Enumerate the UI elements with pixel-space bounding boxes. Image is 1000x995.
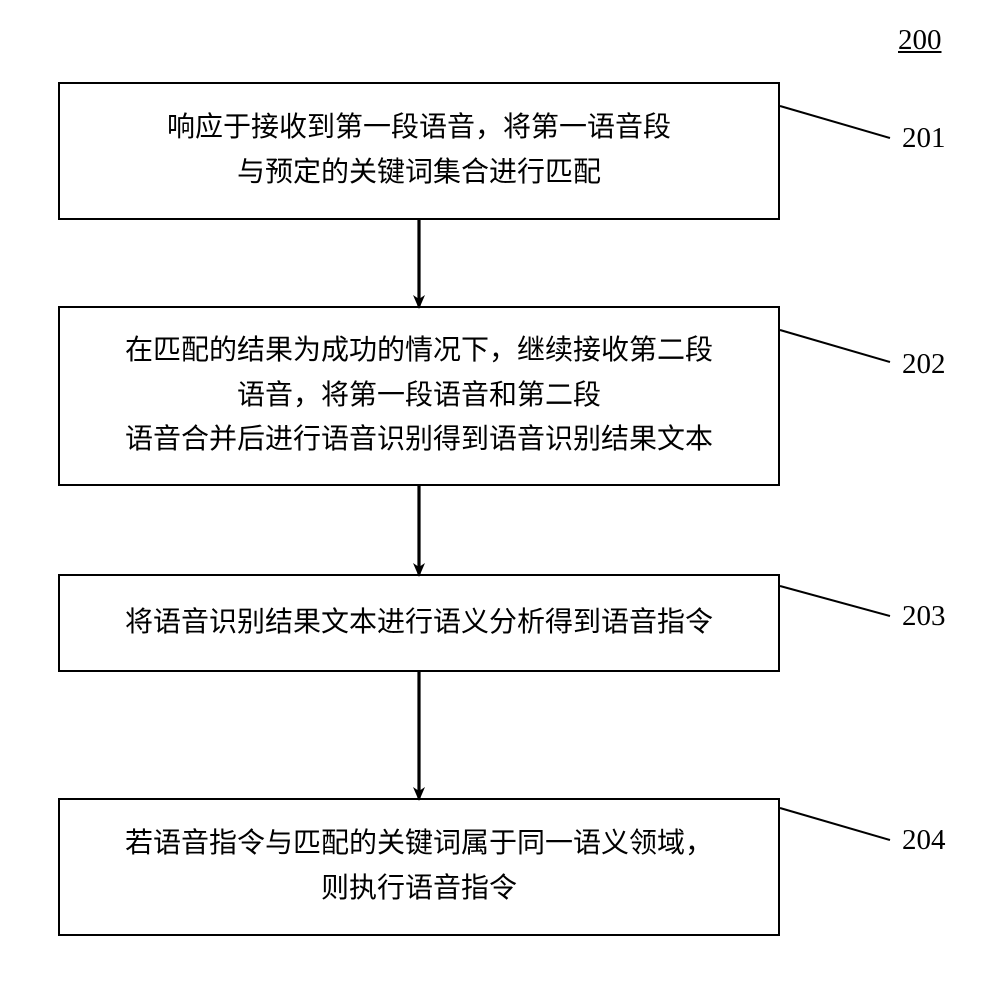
figure-number: 200 [898,24,942,57]
flow-step-b204: 若语音指令与匹配的关键词属于同一语义领域，则执行语音指令 [58,798,780,936]
flow-step-line: 在匹配的结果为成功的情况下，继续接收第二段 [125,329,713,374]
flow-step-line: 则执行语音指令 [321,867,517,912]
step-number-label: 202 [902,348,946,381]
leader-line [780,808,890,840]
flow-step-line: 若语音指令与匹配的关键词属于同一语义领域， [125,822,713,867]
flow-step-line: 与预定的关键词集合进行匹配 [237,151,601,196]
leader-line [780,330,890,362]
step-number-label: 204 [902,824,946,857]
leader-line [780,106,890,138]
flow-step-line: 将语音识别结果文本进行语义分析得到语音指令 [125,601,713,646]
leader-line [780,586,890,616]
flowchart-canvas: 200 响应于接收到第一段语音，将第一语音段与预定的关键词集合进行匹配在匹配的结… [0,0,1000,995]
flow-step-b202: 在匹配的结果为成功的情况下，继续接收第二段语音，将第一段语音和第二段语音合并后进… [58,306,780,486]
flow-step-b203: 将语音识别结果文本进行语义分析得到语音指令 [58,574,780,672]
step-number-label: 203 [902,600,946,633]
flow-step-line: 语音，将第一段语音和第二段 [237,374,601,419]
step-number-label: 201 [902,122,946,155]
flow-step-line: 响应于接收到第一段语音，将第一语音段 [167,106,671,151]
flow-step-b201: 响应于接收到第一段语音，将第一语音段与预定的关键词集合进行匹配 [58,82,780,220]
flow-step-line: 语音合并后进行语音识别得到语音识别结果文本 [125,418,713,463]
